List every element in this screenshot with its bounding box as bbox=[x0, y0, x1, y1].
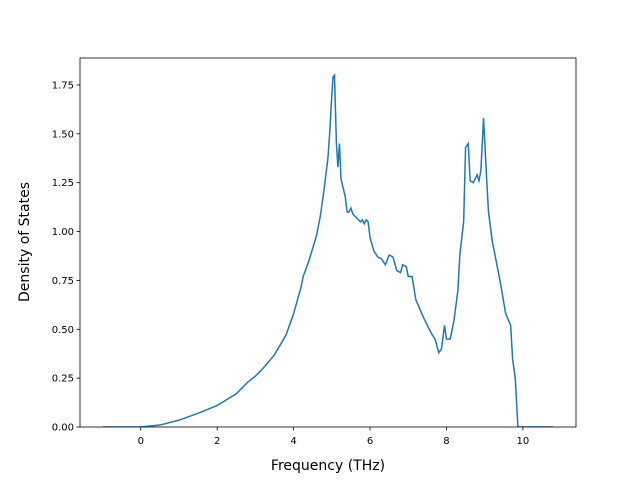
x-tick-label: 8 bbox=[443, 436, 449, 447]
y-tick-label: 1.25 bbox=[52, 178, 74, 189]
plot-frame bbox=[79, 57, 577, 428]
y-tick-label: 1.00 bbox=[52, 227, 74, 238]
y-tick-label: 1.75 bbox=[52, 80, 74, 91]
x-tick-label: 0 bbox=[138, 436, 144, 447]
y-tick-label: 0.25 bbox=[52, 374, 74, 385]
y-axis-label: Density of States bbox=[17, 182, 33, 302]
x-tick-label: 10 bbox=[517, 436, 530, 447]
line bbox=[102, 73, 554, 427]
y-tick-label: 0.50 bbox=[52, 325, 74, 336]
y-tick-label: 0.75 bbox=[52, 276, 74, 287]
x-tick-label: 2 bbox=[214, 436, 220, 447]
y-tick-label: 1.50 bbox=[52, 129, 74, 140]
y-tick-label: 0.00 bbox=[52, 423, 74, 434]
x-tick-label: 6 bbox=[367, 436, 373, 447]
x-tick-label: 4 bbox=[290, 436, 296, 447]
x-axis-label: Frequency (THz) bbox=[271, 458, 385, 474]
